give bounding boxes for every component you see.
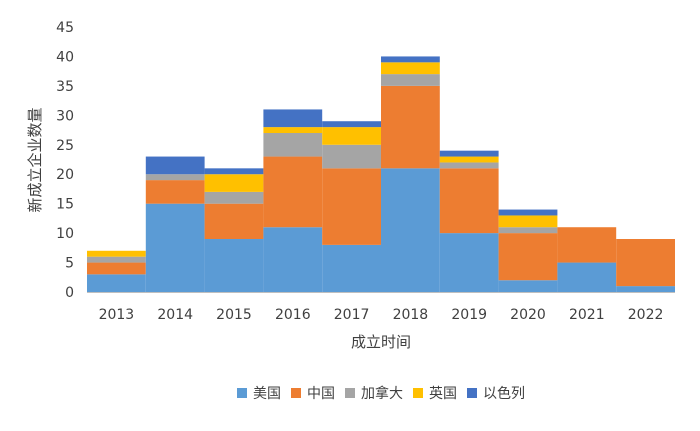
x-tick-label: 2017 [334,307,370,323]
legend-label-2: 加拿大 [361,385,403,402]
bar-segment-2019-series-3 [439,156,499,163]
bar-segment-2016-series-4 [263,109,323,128]
legend-swatch-1 [291,388,301,398]
y-tick-label: 10 [56,226,74,242]
bar-segment-2021-series-1 [557,227,617,263]
y-tick-label: 40 [56,49,74,65]
bar-segment-2016-series-0 [263,227,323,292]
y-tick-label: 35 [56,79,74,95]
x-tick-label: 2016 [275,307,311,323]
x-tick-label: 2018 [393,307,429,323]
bar-segment-2016-series-2 [263,133,323,157]
bar-segment-2015-series-1 [204,203,264,239]
y-axis-title: 新成立企业数量 [26,107,44,212]
bar-segment-2016-series-1 [263,156,323,228]
x-tick-label: 2022 [628,307,664,323]
bar-segment-2016-series-3 [263,127,323,133]
y-tick-label: 0 [65,285,74,301]
legend-swatch-2 [345,388,355,398]
bar-segment-2013-series-1 [87,262,146,275]
legend-label-4: 以色列 [483,385,525,402]
bar-segment-2017-series-3 [322,127,381,145]
bars-layer [87,56,675,292]
y-tick-label: 45 [56,20,74,36]
bar-segment-2020-series-0 [498,280,558,292]
bar-segment-2021-series-0 [557,262,617,292]
bar-segment-2019-series-1 [439,168,499,234]
bar-segment-2015-series-3 [204,174,264,192]
legend-swatch-3 [413,388,423,398]
bar-segment-2013-series-0 [87,274,146,292]
bar-segment-2022-series-1 [616,239,675,287]
x-axis-ticks: 2013 2014 2015 2016 2017 2018 2019 2020 2021 2022 [99,307,664,323]
bar-segment-2018-series-3 [381,62,440,75]
x-tick-label: 2020 [510,307,546,323]
bar-segment-2015-series-0 [204,239,264,292]
bar-segment-2015-series-4 [204,168,264,175]
x-tick-label: 2013 [99,307,135,323]
bar-segment-2014-series-1 [145,180,205,204]
x-tick-label: 2021 [569,307,605,323]
bar-segment-2017-series-1 [322,168,381,245]
x-tick-label: 2015 [216,307,252,323]
bar-segment-2017-series-4 [322,121,381,128]
bar-segment-2019-series-2 [439,162,499,169]
x-tick-label: 2014 [157,307,193,323]
bar-segment-2018-series-2 [381,74,440,86]
y-tick-label: 20 [56,167,74,183]
bar-segment-2013-series-2 [87,256,146,263]
bar-segment-2019-series-0 [439,233,499,292]
bar-segment-2020-series-1 [498,233,558,281]
y-tick-label: 5 [65,256,74,272]
bar-segment-2020-series-2 [498,227,558,234]
bar-segment-2014-series-0 [145,203,205,292]
legend-label-0: 美国 [253,386,281,402]
bar-segment-2017-series-0 [322,244,381,292]
legend-label-3: 英国 [429,385,457,402]
y-tick-label: 15 [56,197,74,213]
bar-segment-2014-series-2 [145,174,205,181]
y-axis-ticks: 0 5 10 15 20 25 30 35 40 45 [56,20,74,301]
legend-swatch-4 [467,388,477,398]
bar-segment-2020-series-4 [498,209,558,216]
bar-segment-2015-series-2 [204,191,264,204]
bar-segment-2019-series-4 [439,150,499,157]
bar-segment-2018-series-4 [381,56,440,63]
y-tick-label: 30 [56,108,74,124]
bar-segment-2017-series-2 [322,144,381,169]
bar-segment-2013-series-3 [87,250,146,257]
bar-segment-2020-series-3 [498,215,558,228]
bar-segment-2014-series-4 [145,156,205,175]
bar-segment-2018-series-1 [381,85,440,169]
legend-swatch-0 [237,388,247,398]
x-tick-label: 2019 [451,307,487,323]
legend-label-1: 中国 [307,386,335,402]
bar-segment-2018-series-0 [381,168,440,292]
y-tick-label: 25 [56,138,74,154]
legend: 美国 中国 加拿大 英国 以色列 [237,385,525,402]
x-axis-title: 成立时间 [351,333,411,351]
bar-segment-2022-series-0 [616,286,675,292]
